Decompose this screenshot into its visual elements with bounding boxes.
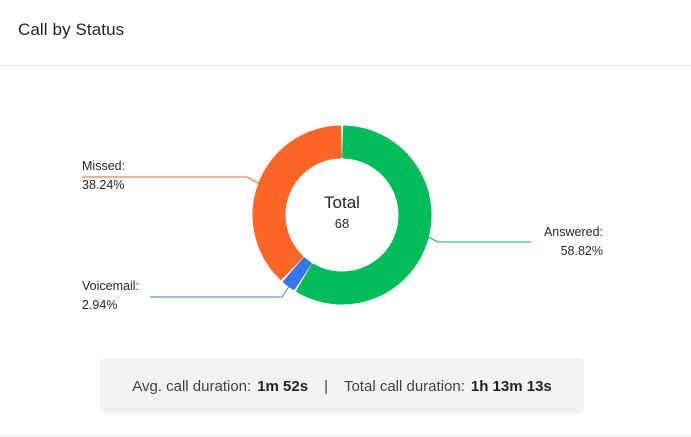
leader-line-missed [82, 176, 263, 186]
slice-label-missed: Missed: 38.24% [82, 157, 125, 195]
total-duration-value: 1h 13m 13s [470, 377, 552, 395]
call-duration-summary: Avg. call duration: 1m 52s | Total call … [100, 358, 584, 414]
total-duration-label: Total call duration: [343, 377, 465, 395]
slice-label-answered: Answered: 58.82% [503, 223, 603, 261]
summary-separator: | [324, 377, 328, 395]
slice-name-missed: Missed: [82, 159, 126, 173]
donut-center-title: Total [324, 193, 360, 212]
slice-name-answered: Answered: [543, 225, 603, 239]
slice-percent-answered: 58.82% [560, 244, 603, 258]
slice-label-voicemail: Voicemail: 2.94% [82, 277, 139, 315]
donut-chart-svg [82, 125, 531, 305]
leader-line-voicemail [150, 284, 291, 298]
card-bottom-border [0, 435, 691, 436]
slice-name-voicemail: Voicemail: [82, 279, 139, 293]
slice-percent-missed: 38.24% [82, 178, 125, 192]
slice-percent-voicemail: 2.94% [82, 298, 118, 312]
card-title: Call by Status [18, 20, 125, 39]
avg-duration-value: 1m 52s [257, 377, 309, 395]
donut-slice-missed[interactable] [252, 125, 342, 280]
leader-line-answered [427, 236, 531, 243]
donut-slice-voicemail[interactable] [283, 257, 312, 291]
card-header: Call by Status [0, 0, 691, 66]
donut-chart: Missed: 38.24% Voicemail: 2.94% Answered… [0, 66, 691, 356]
donut-slice-answered[interactable] [296, 125, 432, 305]
avg-duration-label: Avg. call duration: [132, 377, 252, 395]
donut-center-value: 68 [334, 216, 350, 231]
